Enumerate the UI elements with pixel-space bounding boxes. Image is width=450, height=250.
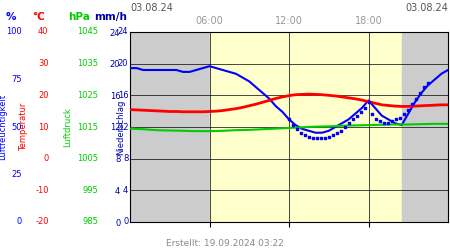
Point (381, 121, 388, 125)
Point (293, 127, 301, 131)
Point (289, 123, 297, 127)
Text: 75: 75 (11, 75, 22, 84)
Text: 0: 0 (16, 218, 22, 226)
Point (397, 116, 404, 119)
Point (421, 85, 428, 89)
Point (341, 125, 348, 129)
Text: 8: 8 (123, 154, 128, 163)
Point (405, 108, 412, 112)
Text: 03.08.24: 03.08.24 (405, 2, 448, 12)
Text: 995: 995 (82, 186, 98, 195)
Point (373, 118, 380, 122)
Point (389, 119, 396, 123)
Text: 1015: 1015 (77, 122, 98, 132)
Point (365, 100, 372, 104)
Bar (210, 32, 401, 222)
Point (325, 134, 333, 138)
Point (333, 131, 340, 135)
Text: Niederschlag: Niederschlag (116, 99, 125, 155)
Text: 24: 24 (118, 28, 128, 36)
Text: 25: 25 (11, 170, 22, 179)
Text: Erstellt: 19.09.2024 03:22: Erstellt: 19.09.2024 03:22 (166, 238, 284, 248)
Point (349, 118, 356, 122)
Point (305, 134, 312, 138)
Point (385, 121, 392, 125)
Text: 03.08.24: 03.08.24 (130, 2, 173, 12)
Text: 30: 30 (38, 59, 49, 68)
Text: °C: °C (32, 12, 45, 22)
Point (317, 136, 324, 140)
Point (309, 136, 316, 140)
Point (337, 129, 344, 133)
Text: 4: 4 (123, 186, 128, 195)
Point (409, 102, 416, 106)
Point (345, 121, 352, 125)
Bar (401, 32, 448, 222)
Point (313, 136, 320, 140)
Point (297, 131, 305, 135)
Text: 20: 20 (118, 59, 128, 68)
Text: 16: 16 (117, 91, 128, 100)
Point (361, 106, 368, 110)
Text: %: % (6, 12, 17, 22)
Text: 985: 985 (82, 218, 98, 226)
Point (369, 112, 376, 116)
Point (357, 110, 364, 114)
Text: 0: 0 (123, 218, 128, 226)
Text: 1005: 1005 (77, 154, 98, 163)
Point (393, 118, 400, 122)
Text: hPa: hPa (68, 12, 90, 22)
Point (302, 132, 309, 136)
Text: 20: 20 (38, 91, 49, 100)
Bar (130, 32, 210, 222)
Point (377, 119, 384, 123)
Text: -10: -10 (35, 186, 49, 195)
Point (321, 136, 328, 140)
Text: 100: 100 (6, 28, 22, 36)
Text: 1035: 1035 (77, 59, 98, 68)
Text: mm/h: mm/h (94, 12, 127, 22)
Text: 1025: 1025 (77, 91, 98, 100)
Text: Luftdruck: Luftdruck (63, 107, 72, 147)
Text: 50: 50 (11, 122, 22, 132)
Text: Temperatur: Temperatur (19, 103, 28, 151)
Text: Luftfeuchtigkeit: Luftfeuchtigkeit (0, 94, 7, 160)
Point (353, 114, 360, 117)
Text: 12: 12 (118, 122, 128, 132)
Text: 40: 40 (38, 28, 49, 36)
Point (413, 96, 420, 100)
Text: 10: 10 (38, 122, 49, 132)
Point (285, 118, 292, 122)
Text: 0: 0 (43, 154, 49, 163)
Text: 1045: 1045 (77, 28, 98, 36)
Text: -20: -20 (35, 218, 49, 226)
Point (417, 91, 424, 95)
Point (424, 81, 432, 85)
Point (400, 112, 408, 116)
Point (329, 132, 336, 136)
